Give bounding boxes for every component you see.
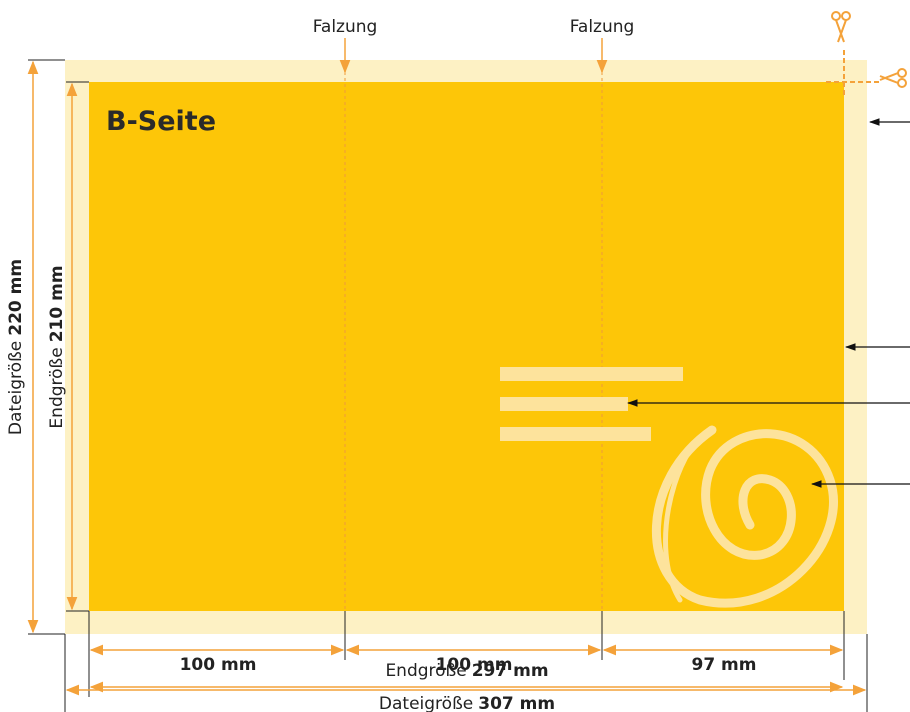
final-width: Endgröße 297 mm	[385, 661, 548, 681]
fold-label: Falzung	[313, 17, 378, 37]
label: Dateigröße	[6, 341, 26, 435]
label: Endgröße	[385, 661, 466, 681]
value: 210 mm	[47, 265, 67, 342]
spiral	[652, 425, 838, 608]
segment-label: 97 mm	[691, 655, 756, 675]
side-label: B-Seite	[106, 106, 216, 137]
text-bar	[500, 367, 683, 381]
text-bar	[500, 427, 651, 441]
value: 297 mm	[472, 661, 549, 681]
segment-label: 100 mm	[436, 655, 513, 675]
cut-mark	[826, 11, 907, 96]
fold-label: Falzung	[570, 17, 635, 37]
segment-label: 100 mm	[180, 655, 257, 675]
label: Endgröße	[47, 347, 67, 428]
final-area	[89, 82, 844, 611]
final-height: Endgröße 210 mm	[47, 265, 67, 428]
value: 307 mm	[478, 694, 555, 712]
label: Dateigröße	[379, 694, 473, 712]
file-width: Dateigröße 307 mm	[379, 694, 555, 712]
value: 220 mm	[6, 259, 26, 336]
extension-lines	[28, 59, 868, 712]
text-bar	[500, 397, 628, 411]
file-height: Dateigröße 220 mm	[6, 259, 26, 435]
